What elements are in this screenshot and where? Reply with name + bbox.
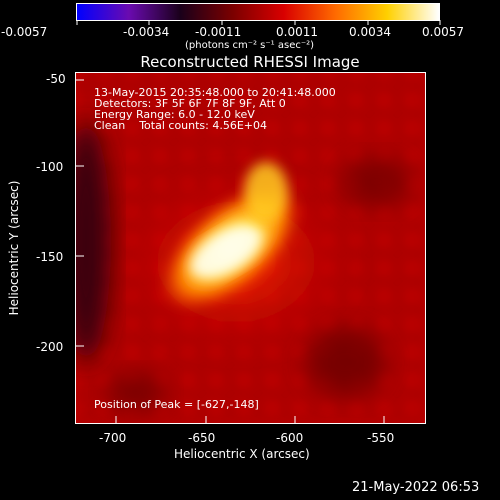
y-axis-label: Heliocentric Y (arcsec) xyxy=(7,180,21,316)
info-energy-range: Energy Range: 6.0 - 12.0 keV xyxy=(94,108,255,121)
peak-position: Position of Peak = [-627,-148] xyxy=(94,398,259,411)
timestamp: 21-May-2022 06:53 xyxy=(352,480,480,495)
colorbar-tick-label: 0.0057 xyxy=(422,25,464,39)
info-clean-counts: Clean Total counts: 4.56E+04 xyxy=(94,119,268,132)
x-tick-label: -600 xyxy=(276,431,304,445)
plot-title: Reconstructed RHESSI Image xyxy=(140,53,360,71)
colorbar-ticks xyxy=(76,20,441,25)
y-tick-label: -50 xyxy=(46,72,66,86)
x-tick-label: -550 xyxy=(367,431,395,445)
y-tick-label: -200 xyxy=(36,340,64,354)
x-tick-label: -650 xyxy=(188,431,216,445)
colorbar-tick-label: 0.0011 xyxy=(276,25,318,39)
y-tick-label: -100 xyxy=(36,160,64,174)
colorbar-tick-label: 0.0034 xyxy=(349,25,391,39)
info-detectors: Detectors: 3F 5F 6F 7F 8F 9F, Att 0 xyxy=(94,97,286,110)
info-block: 13-May-2015 20:35:48.000 to 20:41:48.000… xyxy=(94,87,336,131)
y-tick-label: -150 xyxy=(36,250,64,264)
colorbar-tick-label: -0.0011 xyxy=(195,25,242,39)
colorbar xyxy=(76,3,440,21)
x-axis-label: Heliocentric X (arcsec) xyxy=(174,447,310,461)
x-tick-label: -700 xyxy=(99,431,127,445)
info-time-range: 13-May-2015 20:35:48.000 to 20:41:48.000 xyxy=(94,86,336,99)
axis-ticks xyxy=(76,79,385,424)
colorbar-unit-label: (photons cm⁻² s⁻¹ asec⁻²) xyxy=(185,40,315,51)
colorbar-tick-label: -0.0034 xyxy=(123,25,170,39)
colorbar-tick-label: -0.0057 xyxy=(1,25,48,39)
rhessi-image xyxy=(76,72,426,424)
